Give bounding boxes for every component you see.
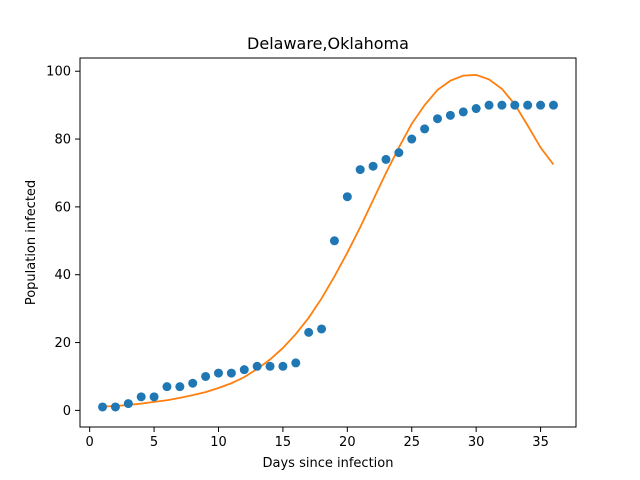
data-point [510, 100, 520, 110]
y-tick-label: 0 [63, 404, 71, 419]
data-point [484, 100, 494, 110]
x-axis-label: Days since infection [263, 456, 394, 471]
data-point [239, 365, 249, 375]
data-point [420, 124, 430, 134]
data-point [355, 165, 365, 175]
x-tick-label: 5 [150, 435, 158, 450]
data-point [291, 358, 301, 368]
data-point [548, 100, 558, 110]
data-point [149, 392, 159, 402]
x-tick-label: 0 [86, 435, 94, 450]
data-point [252, 361, 262, 371]
data-point [110, 402, 120, 412]
y-tick-label: 100 [46, 65, 71, 80]
data-point [523, 100, 533, 110]
x-tick-label: 35 [532, 435, 549, 450]
data-point [123, 399, 133, 409]
data-point [536, 100, 546, 110]
y-tick-label: 60 [54, 200, 71, 215]
data-point [407, 134, 417, 144]
data-point [317, 324, 327, 334]
data-point [394, 148, 404, 158]
x-tick-label: 30 [468, 435, 485, 450]
x-tick-label: 10 [210, 435, 227, 450]
y-axis-label: Population infected [24, 180, 39, 305]
x-tick-label: 25 [403, 435, 420, 450]
data-point [265, 361, 275, 371]
data-point [445, 110, 455, 120]
fitted-curve-line [102, 74, 555, 408]
observed-points [98, 100, 558, 412]
data-point [175, 382, 185, 392]
data-point [342, 192, 352, 202]
x-tick-label: 15 [275, 435, 292, 450]
data-point [98, 402, 108, 412]
data-point [304, 327, 314, 337]
y-tick-label: 80 [54, 133, 71, 148]
data-point [278, 361, 288, 371]
x-tick-label: 20 [339, 435, 356, 450]
y-axis: 0 20 40 60 80 100 [46, 65, 80, 419]
chart-title: Delaware,Oklahoma [247, 34, 409, 53]
data-point [329, 236, 339, 246]
data-point [201, 371, 211, 381]
data-point [368, 161, 378, 171]
data-point [213, 368, 223, 378]
y-tick-label: 20 [54, 336, 71, 351]
axes-frame [79, 57, 577, 428]
data-point [471, 104, 481, 114]
data-point [381, 154, 391, 164]
fitted-curve [102, 74, 555, 408]
y-tick-label: 40 [54, 268, 71, 283]
data-point [497, 100, 507, 110]
data-point [458, 107, 468, 117]
x-axis: 0 5 10 15 20 25 30 35 [86, 427, 549, 450]
data-point [162, 382, 172, 392]
data-point [136, 392, 146, 402]
data-point [433, 114, 443, 124]
data-point [226, 368, 236, 378]
data-point [188, 378, 198, 388]
